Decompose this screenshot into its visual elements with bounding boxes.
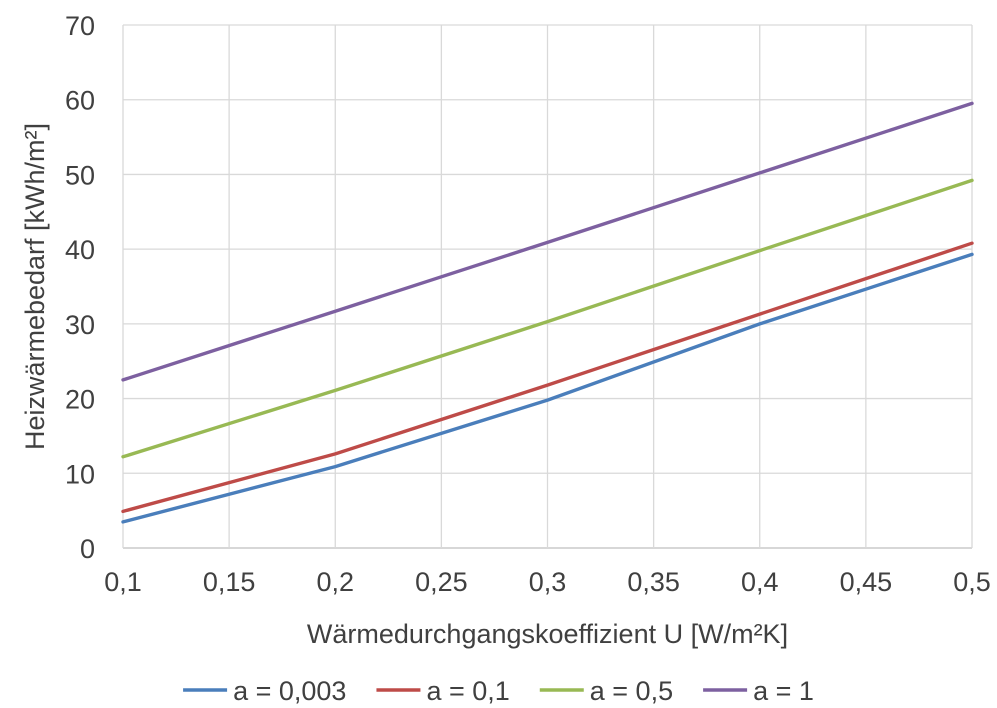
- series-lines: [121, 101, 974, 524]
- y-axis-title: Heizwärmebedarf [kWh/m²]: [20, 123, 50, 450]
- legend-label-4: a = 1: [753, 676, 814, 706]
- x-tick-label: 0,5: [953, 567, 991, 597]
- legend: a = 0,003 a = 0,1 a = 0,5 a = 1: [183, 676, 814, 706]
- x-tick-label: 0,35: [627, 567, 680, 597]
- tick-labels: 0 10 20 30 40 50 60 70 0,1 0,15 0,2 0,25 0,3 0,35 0,4 0…: [65, 11, 991, 597]
- series-line-4: [121, 101, 974, 382]
- y-tick-label: 30: [65, 310, 95, 340]
- y-tick-label: 40: [65, 235, 95, 265]
- x-axis-title: Wärmedurchgangskoeffizient U [W/m²K]: [307, 619, 788, 649]
- y-tick-label: 70: [65, 11, 95, 41]
- x-tick-label: 0,3: [529, 567, 567, 597]
- y-tick-label: 50: [65, 160, 95, 190]
- legend-label-3: a = 0,5: [590, 676, 673, 706]
- x-tick-label: 0,4: [741, 567, 779, 597]
- y-tick-label: 0: [80, 534, 95, 564]
- legend-label-1: a = 0,003: [233, 676, 346, 706]
- y-tick-label: 60: [65, 86, 95, 116]
- series-line-3: [121, 178, 974, 459]
- x-tick-label: 0,15: [203, 567, 256, 597]
- y-tick-label: 10: [65, 459, 95, 489]
- x-tick-label: 0,45: [840, 567, 893, 597]
- series-line-2: [121, 241, 974, 514]
- series-line-1: [121, 252, 974, 524]
- x-tick-label: 0,2: [316, 567, 354, 597]
- legend-label-2: a = 0,1: [426, 676, 509, 706]
- x-tick-label: 0,25: [415, 567, 468, 597]
- x-tick-label: 0,1: [104, 567, 142, 597]
- y-tick-label: 20: [65, 385, 95, 415]
